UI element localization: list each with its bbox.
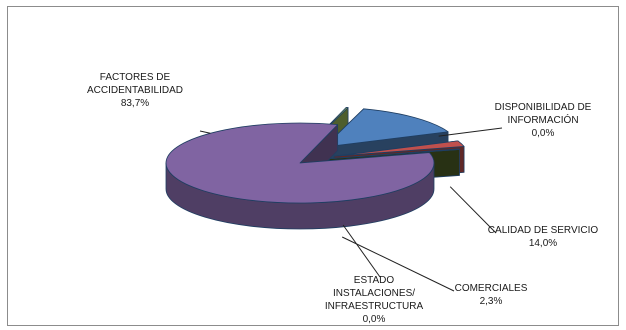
- label-factores-value: 83,7%: [120, 98, 150, 109]
- label-calidad-de-servicio: CALIDAD DE SERVICIO 14,0%: [482, 224, 604, 250]
- slice-top-calidad-de-servicio: [323, 108, 449, 148]
- leader-factores: [199, 130, 211, 134]
- slice-top-estado-instalaciones-infraestructura: [328, 148, 460, 160]
- label-comerciales: COMERCIALES 2,3%: [446, 282, 536, 308]
- leader-disponibilidad: [438, 127, 503, 137]
- leader-comerciales: [341, 236, 455, 292]
- slice-factores-de-accidentabilidad: [165, 122, 435, 230]
- label-comerciales-line-1: COMERCIALES: [454, 283, 528, 294]
- chart-area: FACTORES DE ACCIDENTABILIDAD 83,7% DISPO…: [7, 6, 619, 326]
- label-factores-de-accidentabilidad: FACTORES DE ACCIDENTABILIDAD 83,7%: [70, 71, 200, 110]
- label-factores-line-2: ACCIDENTABILIDAD: [87, 85, 183, 96]
- label-estado-instalaciones-infraestructura: ESTADO INSTALACIONES/ INFRAESTRUCTURA 0,…: [319, 274, 429, 325]
- label-disponibilidad-value: 0,0%: [531, 128, 555, 139]
- label-estado-value: 0,0%: [362, 314, 386, 325]
- label-comerciales-value: 2,3%: [479, 296, 503, 307]
- slice-top-comerciales: [333, 140, 465, 157]
- label-disponibilidad-line-2: INFORMACIÓN: [507, 115, 579, 126]
- label-calidad-line-1: CALIDAD DE SERVICIO: [487, 225, 599, 236]
- label-estado-line-1: ESTADO: [353, 275, 395, 286]
- label-factores-line-1: FACTORES DE: [99, 72, 171, 83]
- label-calidad-value: 14,0%: [528, 238, 558, 249]
- label-disponibilidad-line-1: DISPONIBILIDAD DE: [494, 102, 592, 113]
- label-estado-line-3: INFRAESTRUCTURA: [324, 301, 424, 312]
- leader-calidad: [449, 186, 497, 234]
- leader-estado: [342, 224, 381, 278]
- label-disponibilidad-de-informacion: DISPONIBILIDAD DE INFORMACIÓN 0,0%: [482, 101, 604, 140]
- label-estado-line-2: INSTALACIONES/: [332, 288, 416, 299]
- slice-top-factores-de-accidentabilidad: [165, 122, 435, 204]
- pie-chart: [165, 106, 503, 292]
